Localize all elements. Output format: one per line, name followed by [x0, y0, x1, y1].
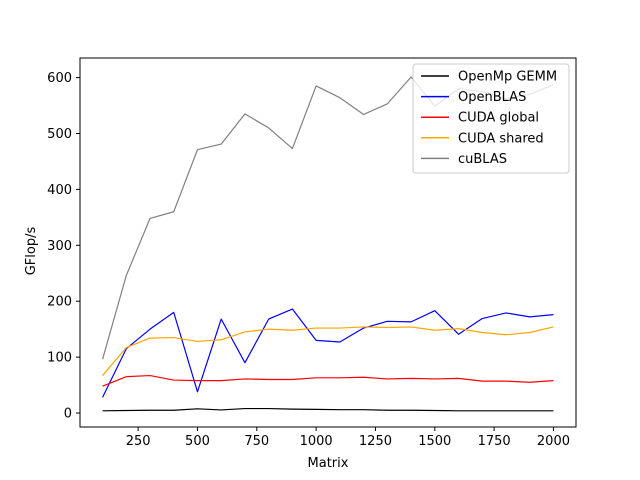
legend-entry-label: OpenBLAS — [458, 90, 526, 105]
x-tick-label: 1750 — [478, 434, 511, 449]
x-tick-label: 500 — [185, 434, 210, 449]
legend-entry-label: CUDA global — [458, 111, 539, 126]
axes-layer: 250 500 750 1000 1250 1500 1750 2000 0 100 200 300 4… — [47, 57, 577, 449]
series-line-cuda-shared — [102, 326, 554, 376]
y-tick-label: 500 — [47, 127, 72, 142]
y-axis-title: GFlop/s — [24, 227, 39, 276]
y-tick-label: 0 — [64, 407, 72, 422]
y-tick-label: 600 — [47, 71, 72, 86]
series-line-openblas — [102, 308, 554, 398]
x-tick-label: 750 — [244, 434, 269, 449]
y-tick-label: 300 — [47, 239, 72, 254]
x-tick-label: 1250 — [359, 434, 392, 449]
x-tick-label: 1500 — [418, 434, 451, 449]
y-tick-label: 200 — [47, 295, 72, 310]
x-tick-label: 2000 — [537, 434, 570, 449]
x-axis-title: Matrix — [308, 456, 349, 471]
legend-entry-label: OpenMp GEMM — [458, 70, 557, 85]
legend-entry-label: cuBLAS — [458, 152, 507, 167]
plot-frame — [79, 57, 577, 428]
legend-entry-label: CUDA shared — [458, 131, 544, 146]
y-tick-label: 100 — [47, 351, 72, 366]
legend: OpenMp GEMM OpenBLAS CUDA global CUDA share… — [412, 63, 570, 174]
y-tick-label: 400 — [47, 183, 72, 198]
series-line-openmp-gemm — [102, 407, 554, 412]
x-tick-label: 1000 — [300, 434, 333, 449]
series-line-cuda-global — [102, 374, 554, 387]
x-tick-label: 250 — [126, 434, 151, 449]
legend-box — [412, 63, 570, 174]
